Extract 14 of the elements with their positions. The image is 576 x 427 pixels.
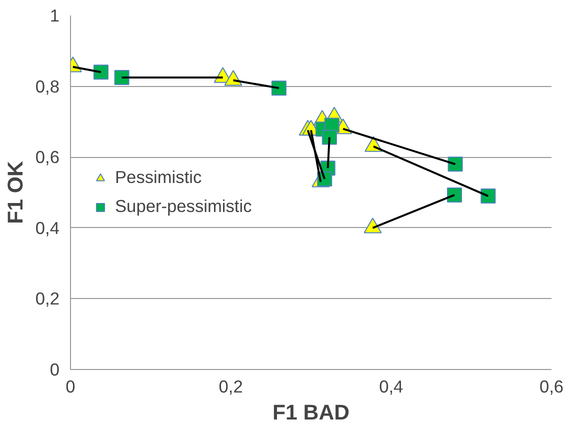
x-tick-label: 0 (66, 376, 76, 396)
legend-label: Super-pessimistic (115, 196, 252, 217)
x-tick-label: 0,2 (218, 376, 243, 396)
y-tick-label: 0 (50, 360, 60, 380)
y-tick-label: 0,4 (35, 218, 60, 238)
y-tick-label: 0,2 (35, 288, 60, 309)
y-tick-label: 1 (50, 6, 60, 26)
x-axis-title: F1 BAD (272, 400, 350, 424)
y-axis-title: F1 OK (3, 160, 28, 224)
x-tick-label: 0,6 (539, 376, 564, 396)
x-tick-label: 0,4 (379, 376, 404, 396)
y-tick-label: 0,6 (35, 147, 60, 168)
y-tick-label: 0,8 (35, 76, 60, 96)
legend-label: Pessimistic (115, 167, 202, 188)
